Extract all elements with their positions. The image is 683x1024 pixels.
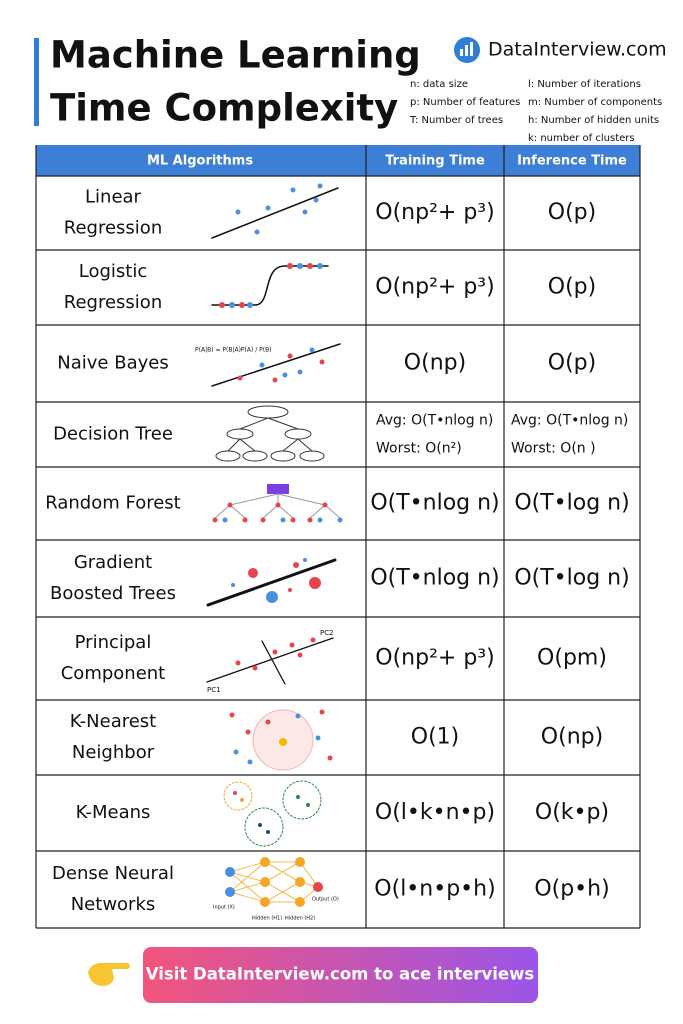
- algorithm-name: Random Forest: [45, 493, 180, 514]
- algorithm-name: Neighbor: [72, 742, 155, 763]
- layer-label: Hidden (H1): [252, 916, 282, 922]
- algorithm-name: K-Means: [76, 802, 151, 823]
- algorithm-name: K-Nearest: [70, 711, 157, 732]
- legend-note: m: Number of components: [528, 97, 662, 108]
- inference-time: Avg: O(T•nlog n): [511, 413, 628, 429]
- training-time: O(T•nlog n): [370, 566, 499, 591]
- legend-note: p: Number of features: [410, 97, 520, 108]
- legend-note: T: Number of trees: [409, 115, 503, 126]
- algorithm-name: Logistic: [79, 261, 147, 282]
- pca-icon: PC1 PC2: [206, 629, 334, 694]
- gradient-boosting-icon: [206, 558, 337, 607]
- layer-label: Input (X): [213, 905, 235, 911]
- algorithm-name: Gradient: [74, 552, 152, 573]
- layer-label: Output (O): [312, 897, 339, 903]
- inference-time: O(T•log n): [514, 491, 629, 516]
- algorithm-name: Regression: [64, 218, 162, 239]
- inference-time: O(T•log n): [514, 566, 629, 591]
- algorithm-name: Dense Neural: [52, 863, 174, 884]
- algorithm-name: Principal: [75, 632, 152, 653]
- knn-icon: [229, 709, 333, 771]
- cta-text[interactable]: Visit DataInterview.com to ace interview…: [146, 965, 535, 984]
- training-time: O(T•nlog n): [370, 491, 499, 516]
- title: Time Complexity: [50, 87, 398, 130]
- legend-note: h: Number of hidden units: [528, 115, 659, 126]
- algorithm-name: Boosted Trees: [50, 583, 176, 604]
- inference-time: O(k•p): [535, 800, 609, 825]
- training-time: O(np²+ p³): [375, 200, 494, 225]
- pointing-hand: [88, 962, 130, 986]
- training-time: Avg: O(T•nlog n): [376, 413, 493, 429]
- accent-bar: [34, 38, 39, 126]
- training-time: O(1): [411, 725, 459, 750]
- cta-button[interactable]: [143, 947, 538, 1003]
- title: Machine Learning: [50, 34, 421, 77]
- layer-label: Hidden (H2): [285, 916, 315, 922]
- illustrations: P(A|B) = P(B|A)P(A) / P(B) PC1 PC2: [195, 183, 343, 922]
- algorithm-name: Naive Bayes: [57, 353, 168, 374]
- formula: P(A|B) = P(B|A)P(A) / P(B): [195, 347, 272, 354]
- algorithm-name: Networks: [71, 894, 156, 915]
- naive-bayes-icon: P(A|B) = P(B|A)P(A) / P(B): [195, 343, 341, 387]
- legend-note: l: Number of iterations: [528, 79, 641, 90]
- training-time: Worst: O(n²): [376, 441, 462, 457]
- kmeans-icon: [223, 780, 322, 847]
- brand-logo: [454, 37, 480, 63]
- column-header: Training Time: [385, 154, 485, 169]
- table-header: [36, 145, 640, 176]
- axis-label: PC1: [207, 686, 221, 694]
- inference-time: Worst: O(n ): [511, 441, 596, 457]
- training-time: O(np): [404, 351, 466, 376]
- training-time: O(np²+ p³): [375, 646, 494, 671]
- legend-note: k: number of clusters: [528, 133, 635, 144]
- linear-icon: [211, 183, 339, 239]
- network-icon: Input (X) Hidden (H1) Hidden (H2) Output…: [213, 857, 339, 922]
- random-forest-icon: [212, 484, 343, 523]
- table: ML Algorithms Training Time Inference Time…: [35, 145, 641, 929]
- training-time: O(l•k•n•p): [375, 800, 495, 825]
- legend-note: n: data size: [410, 79, 468, 90]
- algorithm-name: Linear: [85, 187, 142, 208]
- axis-label: PC2: [320, 629, 334, 637]
- inference-time: O(pm): [537, 646, 607, 671]
- inference-time: O(np): [541, 725, 603, 750]
- logistic-icon: [211, 263, 329, 308]
- inference-time: O(p): [548, 275, 596, 300]
- algorithm-name: Regression: [64, 292, 162, 313]
- decision-tree-icon: [215, 405, 325, 462]
- column-header: ML Algorithms: [147, 154, 253, 169]
- algorithm-name: Component: [61, 663, 166, 684]
- training-time: O(l•n•p•h): [374, 877, 495, 902]
- algorithm-name: Decision Tree: [53, 424, 173, 445]
- inference-time: O(p•h): [534, 877, 609, 902]
- brand: DataInterview.com: [488, 39, 667, 61]
- inference-time: O(p): [548, 200, 596, 225]
- column-header: Inference Time: [517, 154, 627, 169]
- inference-time: O(p): [548, 351, 596, 376]
- training-time: O(np²+ p³): [375, 275, 494, 300]
